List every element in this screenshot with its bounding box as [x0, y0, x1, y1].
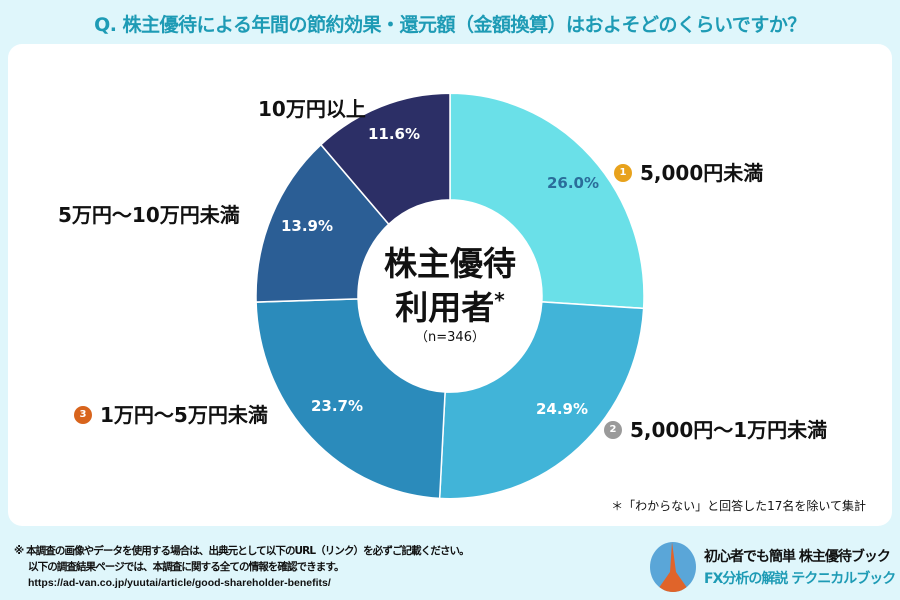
source-url[interactable]: https://ad-van.co.jp/yuutai/article/good… [28, 577, 331, 589]
sample-size: （n=346） [415, 330, 485, 345]
donut-slice-1 [438, 301, 645, 500]
category-label-2: 3 1万円～5万円未満 [74, 399, 268, 428]
category-label-0: 1 5,000円未満 [614, 157, 763, 186]
bronze-medal-icon: 3 [74, 405, 92, 424]
question-title: Q. 株主優待による年間の節約効果・還元額（金額換算）はおよそどのくらいですか？ [94, 14, 806, 36]
donut-slice-2 [255, 298, 446, 500]
category-label-4: 10万円以上 [258, 97, 366, 121]
brand-name-1: 初心者でも簡単 株主優待ブック [704, 549, 891, 565]
category-label-3: 5万円～10万円未満 [58, 203, 240, 227]
silver-medal-icon: 2 [604, 420, 622, 439]
footer-notice: ※ 本調査の画像やデータを使用する場合は、出典元として以下のURL（リンク）を必… [14, 543, 634, 591]
data-label-3: 13.9% [280, 217, 334, 235]
donut-slice-0 [449, 92, 645, 310]
gold-medal-icon: 1 [614, 163, 632, 182]
brand-logo [650, 542, 696, 592]
brand-name-2: FX分析の解説 テクニカルブック [704, 571, 896, 587]
data-label-4: 11.6% [367, 125, 421, 143]
category-label-1: 2 5,000円～1万円未満 [604, 414, 827, 443]
center-label: 株主優待 利用者* [384, 244, 516, 327]
data-label-0: 26.0% [546, 174, 600, 192]
data-label-2: 23.7% [310, 397, 364, 415]
footnote: ＊「わからない」と回答した17名を除いて集計 [611, 499, 866, 513]
donut-slice-4 [319, 92, 451, 226]
data-label-1: 24.9% [535, 400, 589, 418]
